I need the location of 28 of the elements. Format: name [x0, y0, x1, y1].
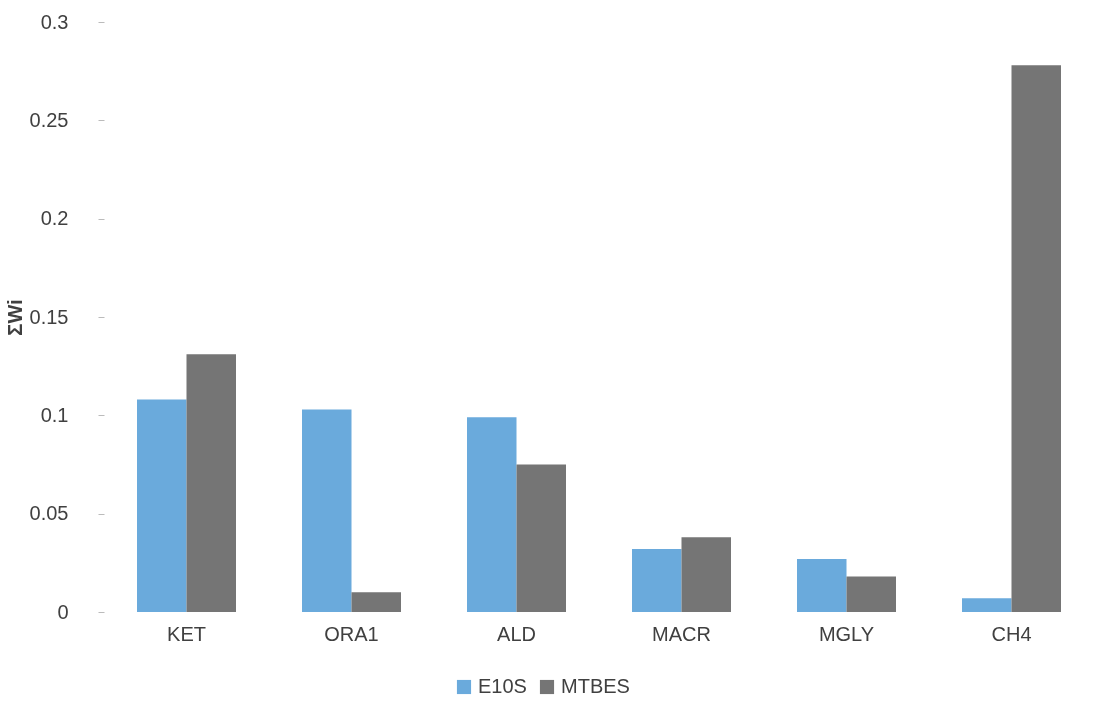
y-tick-label: 0.05 [29, 502, 69, 525]
x-tick-label: ALD [497, 622, 536, 645]
y-axis-title: ΣWi [3, 299, 26, 336]
legend-label: E10S [478, 675, 527, 697]
bar [516, 464, 566, 612]
bar [351, 592, 401, 612]
bar [467, 417, 517, 612]
x-tick-label: CH4 [991, 622, 1032, 645]
x-tick-label: KET [167, 622, 206, 645]
bar [186, 354, 236, 612]
y-tick-label: 0 [57, 600, 69, 623]
legend-label: MTBES [561, 675, 630, 697]
bar [632, 549, 682, 612]
bar [962, 598, 1012, 612]
y-tick-label: 0.15 [29, 305, 69, 328]
bar [1011, 65, 1061, 612]
y-tick-label: 0.25 [29, 108, 69, 131]
x-tick-label: MGLY [818, 622, 875, 645]
bar [681, 537, 731, 612]
y-tick-label: 0.2 [40, 207, 69, 230]
y-tick-label: 0.3 [40, 10, 69, 33]
y-tick-label: 0.1 [40, 403, 69, 426]
x-tick-label: MACR [652, 622, 711, 645]
bar [846, 576, 896, 612]
bar [797, 558, 847, 612]
bar [137, 399, 187, 612]
bar [302, 409, 352, 612]
x-tick-label: ORA1 [324, 622, 379, 645]
